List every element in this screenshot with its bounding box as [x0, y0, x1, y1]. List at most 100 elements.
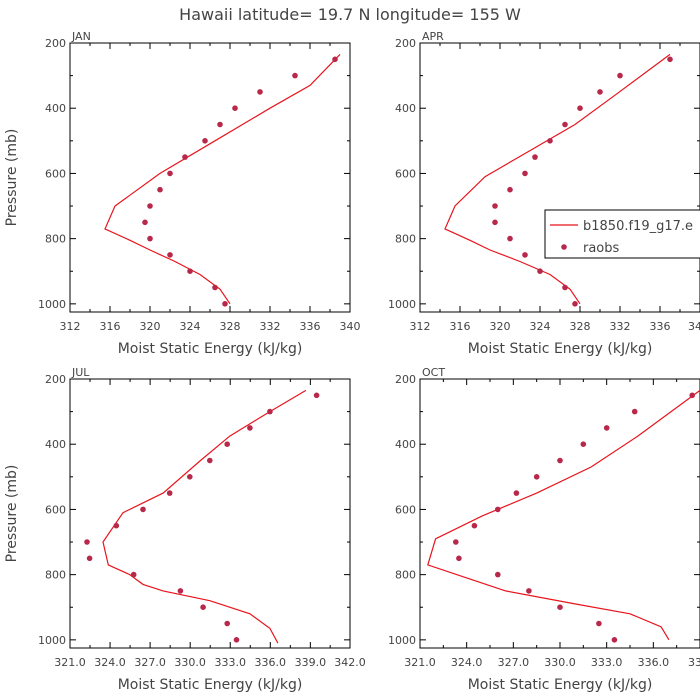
x-tick-label: 330.0: [174, 656, 206, 669]
y-tick-label: 800: [45, 569, 66, 582]
raobs-point: [147, 203, 153, 209]
y-tick-label: 400: [45, 102, 66, 115]
raobs-point: [580, 441, 587, 448]
y-tick-label: 600: [45, 503, 66, 516]
raobs-point: [492, 203, 498, 209]
x-axis-label: Moist Static Energy (kJ/kg): [118, 341, 303, 357]
raobs-point: [507, 235, 513, 242]
raobs-point: [222, 301, 228, 307]
y-tick-label: 800: [395, 233, 416, 246]
raobs-point: [217, 121, 223, 128]
x-tick-label: 312: [410, 320, 431, 333]
raobs-point: [224, 620, 230, 627]
panel-label: JUL: [71, 366, 90, 379]
plot-frame: [419, 42, 700, 313]
raobs-point: [557, 457, 563, 464]
x-tick-label: 342.0: [334, 656, 366, 669]
raobs-point: [557, 604, 563, 610]
raobs-point: [202, 138, 208, 144]
y-axis-label: Pressure (mb): [4, 129, 20, 227]
raobs-point: [492, 219, 498, 226]
y-tick-label: 200: [45, 373, 66, 386]
raobs-point: [257, 89, 263, 95]
raobs-point: [471, 522, 478, 529]
x-tick-label: 336.0: [255, 656, 287, 669]
raobs-point: [456, 555, 462, 562]
y-tick-label: 400: [395, 102, 416, 115]
y-axis-label: Pressure (mb): [4, 465, 20, 563]
raobs-point: [507, 186, 513, 193]
raobs-point: [533, 474, 540, 480]
x-tick-label: 336.0: [638, 656, 670, 669]
raobs-point: [537, 268, 543, 275]
x-axis-label: Moist Static Energy (kJ/kg): [118, 677, 303, 693]
raobs-point: [86, 555, 93, 562]
x-tick-label: 321.0: [54, 656, 86, 669]
raobs-point: [212, 284, 218, 291]
raobs-point: [200, 604, 206, 610]
x-tick-label: 324: [180, 320, 201, 333]
panel-label: APR: [422, 30, 444, 43]
raobs-point: [207, 457, 213, 464]
raobs-point: [572, 301, 578, 307]
raobs-point: [562, 284, 568, 291]
raobs-point: [332, 56, 338, 63]
raobs-point: [453, 539, 459, 545]
x-tick-label: 320: [140, 320, 161, 333]
panel-jul: JUL 321.0 324.0 327.0 330.0 333.0 336.0 339.0 34…: [4, 366, 366, 693]
raobs-point: [577, 105, 583, 111]
x-tick-label: 332: [260, 320, 281, 333]
x-tick-label: 327.0: [134, 656, 166, 669]
raobs-point: [547, 138, 553, 144]
legend-box: [544, 209, 700, 259]
x-tick-label: 333.0: [591, 656, 623, 669]
raobs-point: [187, 474, 193, 480]
x-tick-label: 330.0: [544, 656, 576, 669]
raobs-point: [597, 89, 603, 95]
y-tick-label: 600: [395, 167, 416, 180]
y-tick-label: 400: [45, 438, 66, 451]
x-axis-label: Moist Static Energy (kJ/kg): [468, 677, 653, 693]
raobs-point: [495, 506, 501, 513]
x-tick-label: 336: [300, 320, 321, 333]
x-tick-label: 339.0: [295, 656, 327, 669]
y-tick-label: 200: [395, 37, 416, 50]
raobs-point: [596, 620, 602, 627]
x-tick-label: 316: [100, 320, 121, 333]
x-tick-label: 340: [340, 320, 361, 333]
y-tick-label: 200: [45, 37, 66, 50]
x-tick-label: 336: [650, 320, 671, 333]
panel-jan: JAN 312 316 320 324 328 332 336 340 200 400 600 800 1…: [4, 30, 361, 357]
x-tick-label: 328: [220, 320, 241, 333]
panel-label: JAN: [71, 30, 91, 43]
raobs-point: [157, 186, 163, 193]
raobs-point: [495, 571, 501, 578]
raobs-point: [611, 637, 618, 643]
raobs-point: [233, 637, 240, 643]
y-tick-label: 1000: [38, 634, 66, 647]
raobs-point: [522, 170, 528, 177]
raobs-point: [631, 408, 638, 415]
y-tick-label: 600: [395, 503, 416, 516]
model-profile-line: [427, 389, 700, 641]
y-tick-label: 200: [395, 373, 416, 386]
raobs-point: [603, 425, 610, 431]
raobs-point: [562, 121, 568, 128]
raobs-point: [113, 522, 120, 529]
x-tick-label: 324: [530, 320, 551, 333]
plot-frame: [69, 42, 351, 313]
x-tick-label: 333.0: [214, 656, 246, 669]
raobs-point: [147, 235, 153, 242]
raobs-point: [617, 72, 623, 79]
x-tick-label: 339.0: [688, 656, 700, 669]
raobs-point: [532, 154, 538, 160]
raobs-point: [130, 571, 137, 578]
raobs-point: [140, 506, 146, 513]
x-tick-label: 312: [60, 320, 81, 333]
legend-obs-marker: [561, 244, 567, 250]
y-tick-label: 600: [45, 167, 66, 180]
raobs-point: [166, 490, 173, 496]
y-tick-label: 800: [395, 569, 416, 582]
x-tick-label: 340: [688, 320, 700, 333]
raobs-point: [247, 425, 253, 431]
